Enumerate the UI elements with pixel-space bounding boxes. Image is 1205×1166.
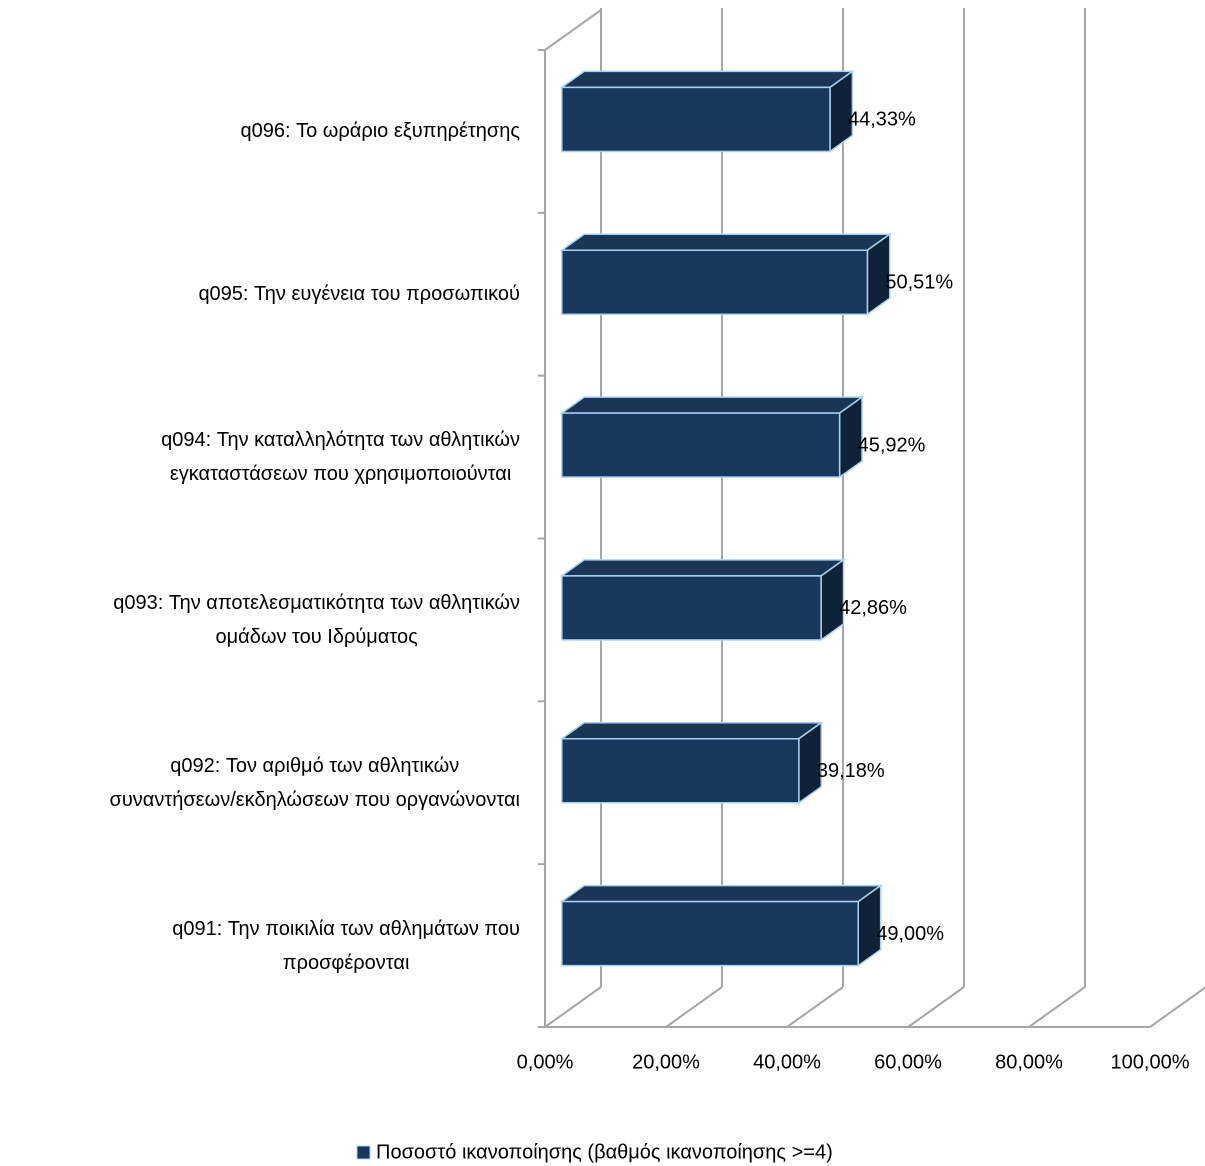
x-tick-label: 40,00%	[753, 1051, 821, 1073]
floor-grid-line	[1028, 986, 1086, 1028]
y-tick-label: q092: Τον αριθμό των αθλητικών συναντήσε…	[109, 754, 520, 811]
x-tick-label: 20,00%	[632, 1051, 700, 1073]
bar-top	[559, 233, 893, 251]
floor-grid-line	[1149, 986, 1205, 1028]
value-label: 39,18%	[817, 760, 885, 782]
bar-top	[559, 884, 883, 903]
y-tick-label: q096: Το ωράριο εξυπηρέτησης	[240, 120, 520, 143]
bar	[561, 738, 800, 804]
bar	[561, 249, 869, 315]
floor-grid-line	[786, 986, 844, 1028]
y-tick-label: q094: Την καταλληλότητα των αθλητικών εγ…	[161, 429, 520, 486]
wall-edge	[544, 9, 602, 51]
value-label: 50,51%	[885, 272, 953, 294]
value-label: 49,00%	[876, 923, 944, 945]
bar	[561, 900, 859, 967]
legend-swatch	[356, 1145, 371, 1160]
bar-top	[559, 722, 824, 740]
x-tick-label: 100,00%	[1111, 1051, 1190, 1073]
value-label: 44,33%	[848, 109, 916, 131]
x-tick-label: 60,00%	[874, 1051, 942, 1073]
floor-grid-line	[907, 986, 965, 1028]
y-tick-label: q091: Την ποικιλία των αθλημάτων που προ…	[172, 917, 520, 974]
bar-top	[559, 559, 846, 577]
bar	[561, 575, 822, 641]
bar-top	[559, 70, 855, 89]
legend-label: Ποσοστό ικανοποίησης (βαθμός ικανοποίηση…	[376, 1141, 833, 1163]
y-tick-label: q093: Την αποτελεσματικότητα των αθλητικ…	[113, 591, 520, 648]
y-tick-label: q095: Την ευγένεια του προσωπικού	[198, 283, 520, 306]
value-label: 45,92%	[858, 434, 926, 456]
x-tick-label: 80,00%	[995, 1051, 1063, 1073]
floor-grid-line	[665, 986, 723, 1028]
floor-grid-line	[544, 986, 602, 1028]
bar-top	[559, 396, 865, 414]
bar	[561, 412, 841, 478]
bar	[561, 86, 831, 153]
value-label: 42,86%	[839, 597, 907, 619]
x-tick-label: 0,00%	[517, 1051, 574, 1073]
